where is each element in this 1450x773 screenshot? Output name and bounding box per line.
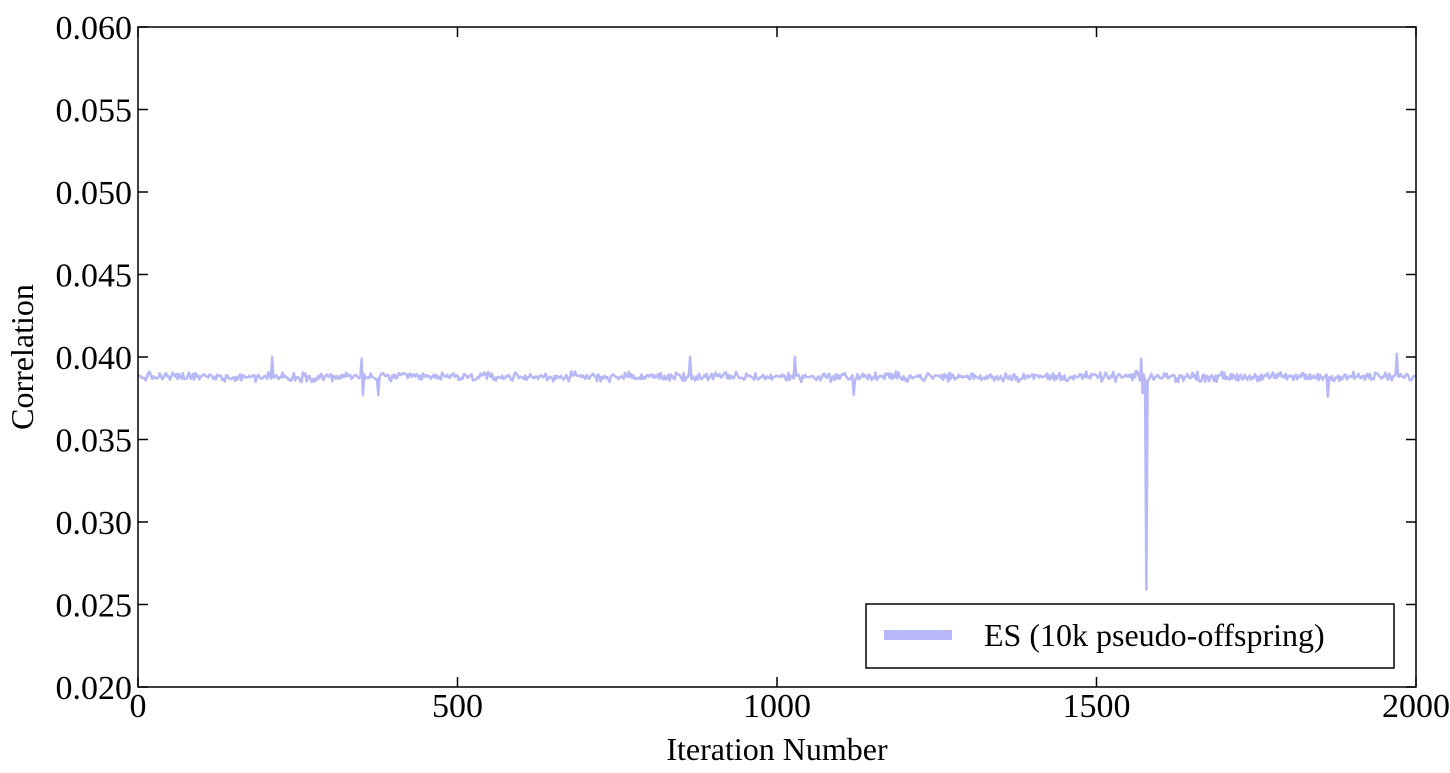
y-axis-title: Correlation (4, 284, 40, 430)
y-tick-label: 0.055 (56, 93, 133, 130)
y-tick-label: 0.050 (56, 175, 133, 212)
x-tick-label: 0 (130, 688, 147, 725)
y-tick-label: 0.045 (56, 258, 133, 295)
legend: ES (10k pseudo-offspring) (866, 604, 1394, 668)
x-axis-title: Iteration Number (666, 731, 888, 767)
y-tick-label: 0.025 (56, 588, 133, 625)
y-tick-label: 0.060 (56, 10, 133, 47)
y-tick-label: 0.040 (56, 340, 133, 377)
plot-area (138, 27, 1416, 687)
x-tick-label: 500 (432, 688, 483, 725)
y-tick-label: 0.030 (56, 505, 133, 542)
x-tick-label: 2000 (1382, 688, 1450, 725)
y-tick-label: 0.020 (56, 670, 133, 707)
x-tick-label: 1500 (1063, 688, 1131, 725)
x-tick-label: 1000 (743, 688, 811, 725)
legend-label: ES (10k pseudo-offspring) (984, 617, 1325, 653)
y-tick-label: 0.035 (56, 423, 133, 460)
